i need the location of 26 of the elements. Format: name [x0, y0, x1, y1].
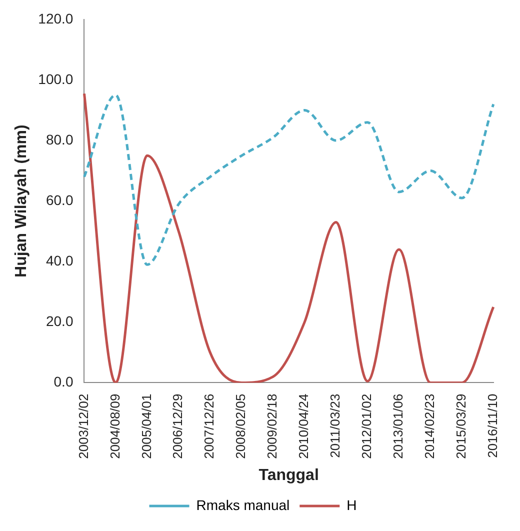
y-tick-label: 100.0: [38, 70, 74, 87]
y-axis-title: Hujan Wilayah (mm): [13, 124, 30, 278]
x-tick-label: 2010/04/24: [296, 394, 312, 459]
x-axis-title: Tanggal: [258, 466, 319, 484]
line-series: [82, 94, 495, 266]
x-tick-label: 2015/03/29: [454, 394, 469, 459]
legend-label: H: [346, 496, 357, 513]
y-tick-label: 120.0: [38, 10, 74, 26]
y-tick-label: 40.0: [46, 252, 74, 268]
x-tick-label: 2016/11/10: [484, 394, 500, 458]
x-tick-label: 2007/12/26: [202, 394, 217, 459]
legend-label: Rmaks manual: [196, 496, 290, 513]
x-tick-label: 2006/12/29: [170, 394, 186, 459]
y-tick-label: 80.0: [46, 131, 74, 148]
y-tick-label: 60.0: [46, 192, 74, 208]
x-tick-label: 2005/04/01: [138, 394, 154, 459]
x-tick-label: 2004/08/09: [107, 394, 122, 459]
x-tick-label: 2014/02/23: [422, 394, 438, 459]
y-tick-label: 20.0: [46, 313, 74, 330]
y-tick-label: 0.0: [54, 374, 74, 390]
x-tick-label: 2013/01/06: [390, 394, 406, 459]
x-tick-label: 2011/03/23: [328, 394, 343, 458]
x-tick-label: 2003/12/02: [76, 394, 91, 459]
x-tick-label: 2012/01/02: [359, 394, 374, 459]
x-tick-label: 2008/02/05: [233, 394, 248, 459]
x-tick-label: 2009/02/18: [264, 394, 280, 459]
